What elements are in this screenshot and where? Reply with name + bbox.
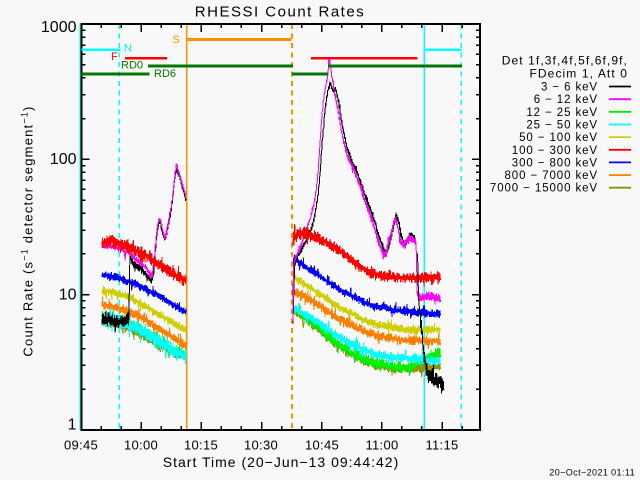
svg-text:10:15: 10:15 [184,438,218,453]
svg-text:50 − 100 keV: 50 − 100 keV [519,132,598,144]
svg-text:20−Oct−2021 01:11: 20−Oct−2021 01:11 [549,468,635,478]
svg-text:10:00: 10:00 [124,438,158,453]
svg-text:1000: 1000 [41,19,77,36]
svg-text:FDecim 1, Att 0: FDecim 1, Att 0 [529,67,628,81]
svg-text:800 − 7000 keV: 800 − 7000 keV [505,170,599,182]
svg-text:09:45: 09:45 [64,438,98,453]
svg-text:10:30: 10:30 [244,438,278,453]
svg-text:12 − 25 keV: 12 − 25 keV [526,107,598,119]
svg-text:11:00: 11:00 [365,438,398,453]
svg-text:N: N [124,43,132,55]
svg-text:Count Rate (s−1 detector segme: Count Rate (s−1 detector segment−1) [20,105,36,356]
svg-text:3 − 6 keV: 3 − 6 keV [541,82,598,94]
svg-text:300 − 800 keV: 300 − 800 keV [512,157,598,169]
svg-text:Det 1f,3f,4f,5f,6f,9f,: Det 1f,3f,4f,5f,6f,9f, [502,54,628,68]
svg-text:Start Time (20−Jun−13 09:44:42: Start Time (20−Jun−13 09:44:42) [163,454,399,470]
svg-text:6 − 12 keV: 6 − 12 keV [534,94,598,106]
svg-text:1: 1 [68,417,77,434]
svg-text:10:45: 10:45 [305,438,339,453]
svg-text:RD0: RD0 [121,59,143,71]
svg-text:7000 − 15000 keV: 7000 − 15000 keV [490,183,598,195]
svg-text:100 − 300 keV: 100 − 300 keV [512,145,598,157]
svg-text:10: 10 [59,287,77,304]
svg-text:25 − 50 keV: 25 − 50 keV [526,119,598,131]
svg-text:RD6: RD6 [154,68,176,80]
svg-text:F: F [111,51,118,63]
svg-text:S: S [173,34,180,46]
svg-text:RHESSI Count Rates: RHESSI Count Rates [195,4,365,21]
svg-text:11:15: 11:15 [425,438,458,453]
svg-text:100: 100 [50,151,77,168]
